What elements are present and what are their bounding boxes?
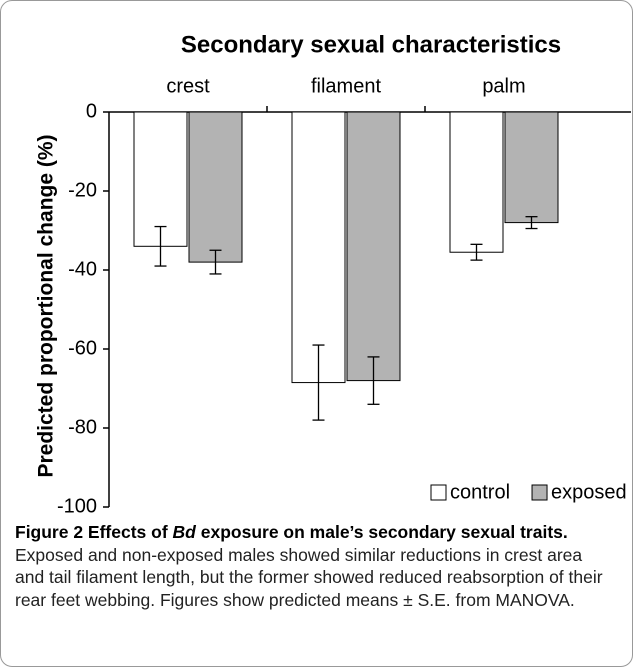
error-bar bbox=[470, 243, 483, 261]
chart: Secondary sexual characteristics Predict… bbox=[35, 31, 631, 516]
bar bbox=[291, 111, 346, 384]
y-tick-label: -60 bbox=[68, 337, 97, 359]
legend-swatch bbox=[531, 484, 548, 501]
bar bbox=[346, 111, 401, 382]
x-tick-label: palm bbox=[482, 75, 525, 97]
y-tick-label: -100 bbox=[57, 495, 97, 516]
bar bbox=[188, 111, 243, 263]
y-tick-label: -40 bbox=[68, 258, 97, 280]
error-bar bbox=[312, 344, 325, 421]
y-tick-label: -80 bbox=[68, 416, 97, 438]
error-bar bbox=[209, 249, 222, 275]
bar bbox=[504, 111, 559, 224]
caption: Figure 2 Effects of Bd exposure on male’… bbox=[15, 521, 615, 611]
error-bar bbox=[154, 225, 167, 267]
legend-swatch bbox=[430, 484, 447, 501]
legend-label: exposed bbox=[551, 481, 627, 503]
chart-title: Secondary sexual characteristics bbox=[181, 31, 561, 58]
bar bbox=[133, 111, 188, 247]
caption-text: Exposed and non-exposed males showed sim… bbox=[15, 544, 603, 610]
caption-title: exposure on male’s secondary sexual trai… bbox=[200, 522, 568, 542]
x-tick-label: filament bbox=[311, 75, 381, 97]
error-bar bbox=[367, 356, 380, 405]
error-bar bbox=[525, 216, 538, 230]
y-tick-label: -20 bbox=[68, 179, 97, 201]
caption-title: Bd bbox=[172, 522, 196, 542]
caption-title: Figure 2 Effects of bbox=[15, 522, 168, 542]
y-axis-label: Predicted proportional change (%) bbox=[35, 134, 58, 477]
x-tick-label: crest bbox=[166, 75, 210, 97]
y-tick-label: 0 bbox=[86, 100, 97, 122]
bar bbox=[449, 111, 504, 253]
legend-label: control bbox=[450, 481, 510, 503]
